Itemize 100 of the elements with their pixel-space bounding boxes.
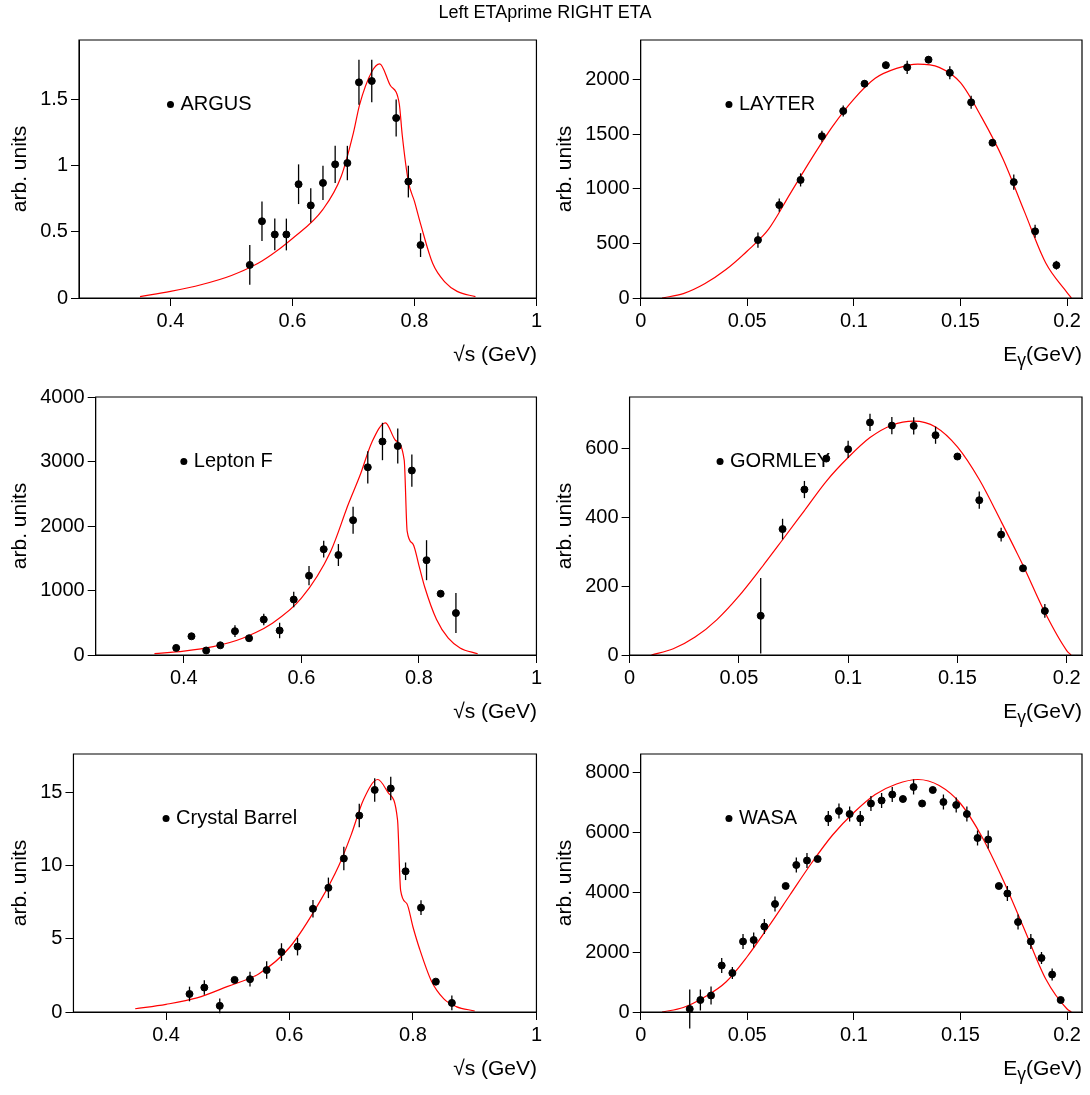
point [270,230,279,239]
point [1026,937,1035,946]
y-tick-label: 500 [596,230,630,253]
x-tick-label: 0.4 [169,665,198,688]
x-tick-label: 0 [635,1022,647,1045]
point [334,551,343,560]
point [778,525,787,534]
x-tick-label: 0.4 [152,1022,180,1045]
point [796,175,805,184]
y-tick-label: 3000 [40,449,85,472]
point [319,545,328,554]
y-tick-label: 0 [607,642,619,665]
x-axis-title: √s (GeV) [453,342,537,366]
point [392,114,401,123]
y-tick-label: 2000 [585,66,630,89]
x-tick-label: 0.05 [727,1022,767,1045]
x-tick-label: 0.4 [156,308,185,331]
y-tick-label: 6000 [585,819,630,842]
point [945,68,954,77]
point [749,936,758,944]
point [1056,996,1065,1004]
y-tick-label: 0.5 [40,219,68,242]
x-tick-label: 0.1 [839,308,868,331]
line-series [139,63,477,298]
point [887,421,896,430]
x-tick-label: 0 [635,308,647,331]
x-tick-label: 0.15 [937,665,977,688]
legend-label: Lepton F [193,449,273,472]
x-tick-label: 0.6 [278,308,307,331]
line-series [153,422,479,655]
point [839,107,848,116]
point [928,786,937,794]
point [422,556,431,565]
y-tick-label: 15 [40,779,63,802]
x-tick-label: 0.8 [400,308,429,331]
point [294,180,303,189]
x-tick-label: 0.15 [941,308,980,331]
x-tick-label: 1 [530,665,542,688]
x-tick-label: 0.8 [405,665,433,688]
point [185,989,194,998]
y-tick-label: 600 [585,436,619,459]
legend-label: GORMLEY [730,449,831,472]
point [289,595,298,604]
point [363,463,372,472]
point [172,643,181,652]
point [909,421,918,430]
y-tick-label: 0 [56,285,68,308]
point [202,646,211,655]
x-tick-label: 0.8 [399,1022,427,1045]
point [903,63,912,72]
y-axis-title: arb. units [7,125,31,213]
point [431,977,440,986]
point [339,854,348,863]
point [756,611,765,620]
point [262,966,271,975]
point [918,799,927,808]
point [401,867,410,876]
legend-label: Crystal Barrel [176,806,298,829]
x-axis-title: √s (GeV) [453,1056,537,1080]
y-tick-label: 0 [618,999,630,1022]
y-tick-label: 10 [40,852,63,875]
point [792,861,801,869]
point [824,814,833,823]
point [973,834,982,842]
point [1048,970,1057,979]
point [277,948,286,957]
point [952,801,961,809]
y-axis-title: arb. units [552,482,576,570]
legend-label: WASA [738,806,798,829]
x-tick-label: 1 [530,1022,542,1045]
point [717,961,726,970]
x-tick-label: 0.2 [1053,1022,1081,1045]
y-tick-label: 8000 [585,759,630,782]
x-tick-label: 0.05 [719,665,759,688]
x-axis-title: E$_{γ}$(GeV) [1003,342,1082,372]
y-axis-title: arb. units [7,839,31,927]
y-axis-title: arb. units [552,839,576,927]
legend-label: LAYTER [738,92,816,115]
point [813,855,822,863]
point [436,589,445,598]
y-tick-label: 1000 [40,578,85,601]
x-tick-label: 0.2 [1052,665,1081,688]
y-axis-title: arb. units [7,482,31,570]
point [909,783,918,791]
x-tick-label: 0.2 [1053,308,1081,331]
y-tick-label: 1.5 [40,87,68,110]
point [781,882,790,890]
point [728,969,737,977]
point [994,882,1003,890]
point [215,1001,224,1010]
y-axis-title: arb. units [552,125,576,213]
y-tick-label: 0 [618,285,630,308]
y-tick-label: 2000 [40,513,85,536]
point [245,260,254,269]
point [845,810,854,818]
x-axis-title: √s (GeV) [453,699,537,723]
y-tick-label: 4000 [585,879,630,902]
point [898,795,907,803]
y-tick-label: 1000 [585,176,630,199]
point [216,641,225,650]
